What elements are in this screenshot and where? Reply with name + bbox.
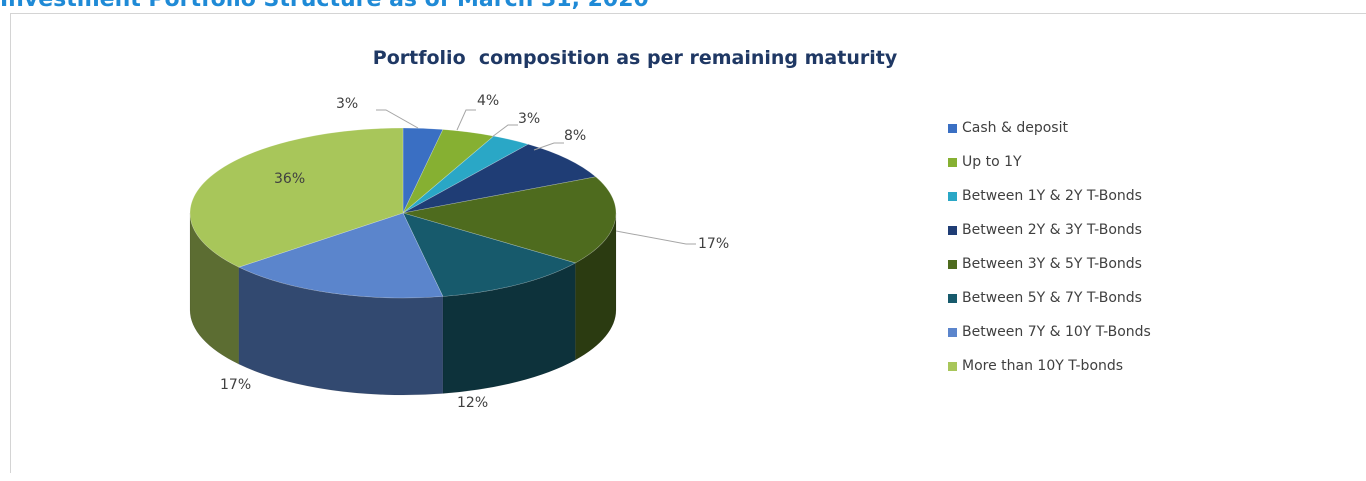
- legend-swatch: [948, 225, 957, 235]
- legend-label: Between 7Y & 10Y T-Bonds: [962, 324, 1151, 340]
- legend-label: Cash & deposit: [962, 120, 1068, 136]
- pie-slice-7: [238, 212, 444, 299]
- data-label-8: 36%: [274, 171, 305, 187]
- data-label-4: 8%: [564, 128, 586, 144]
- legend-label: Between 2Y & 3Y T-Bonds: [962, 222, 1142, 238]
- legend-item: Between 3Y & 5Y T-Bonds: [948, 247, 1151, 281]
- pie-slice-1: [402, 127, 444, 214]
- legend-item: Between 2Y & 3Y T-Bonds: [948, 213, 1151, 247]
- data-label-3: 3%: [518, 111, 540, 127]
- legend-item: Between 5Y & 7Y T-Bonds: [948, 281, 1151, 315]
- legend-label: Between 1Y & 2Y T-Bonds: [962, 188, 1142, 204]
- legend-swatch: [948, 157, 957, 167]
- leader-line-1: [376, 109, 419, 129]
- chart-legend: Cash & deposit Up to 1Y Between 1Y & 2Y T-…: [948, 111, 1151, 383]
- pie-slice-5: [402, 176, 617, 264]
- pie-slice-8: [189, 127, 404, 268]
- legend-label: Up to 1Y: [962, 154, 1022, 170]
- pie-slice-4: [402, 143, 597, 214]
- legend-swatch: [948, 191, 957, 201]
- chart-title: Portfolio composition as per remaining m…: [372, 47, 898, 69]
- legend-item: Up to 1Y: [948, 145, 1151, 179]
- legend-swatch: [948, 327, 957, 337]
- legend-item: More than 10Y T-bonds: [948, 349, 1151, 383]
- data-label-1: 3%: [336, 96, 358, 112]
- data-label-2: 4%: [477, 93, 499, 109]
- leader-line-3: [491, 124, 518, 138]
- leader-line-5: [615, 230, 696, 245]
- pie-slice-6: [402, 212, 577, 297]
- data-label-6: 12%: [457, 395, 488, 411]
- legend-item: Between 7Y & 10Y T-Bonds: [948, 315, 1151, 349]
- legend-item: Between 1Y & 2Y T-Bonds: [948, 179, 1151, 213]
- data-label-5: 17%: [698, 236, 729, 252]
- page-heading: Investment Portfolio Structure as of Mar…: [0, 0, 649, 13]
- data-label-7: 17%: [220, 377, 251, 393]
- legend-item: Cash & deposit: [948, 111, 1151, 145]
- legend-swatch: [948, 259, 957, 269]
- legend-label: Between 3Y & 5Y T-Bonds: [962, 256, 1142, 272]
- chart-area: [10, 13, 1366, 473]
- legend-swatch: [948, 361, 957, 371]
- leader-line-4: [533, 142, 564, 151]
- legend-label: Between 5Y & 7Y T-Bonds: [962, 290, 1142, 306]
- legend-label: More than 10Y T-bonds: [962, 358, 1124, 374]
- legend-swatch: [948, 123, 957, 133]
- leader-line-2: [456, 109, 476, 131]
- legend-swatch: [948, 293, 957, 303]
